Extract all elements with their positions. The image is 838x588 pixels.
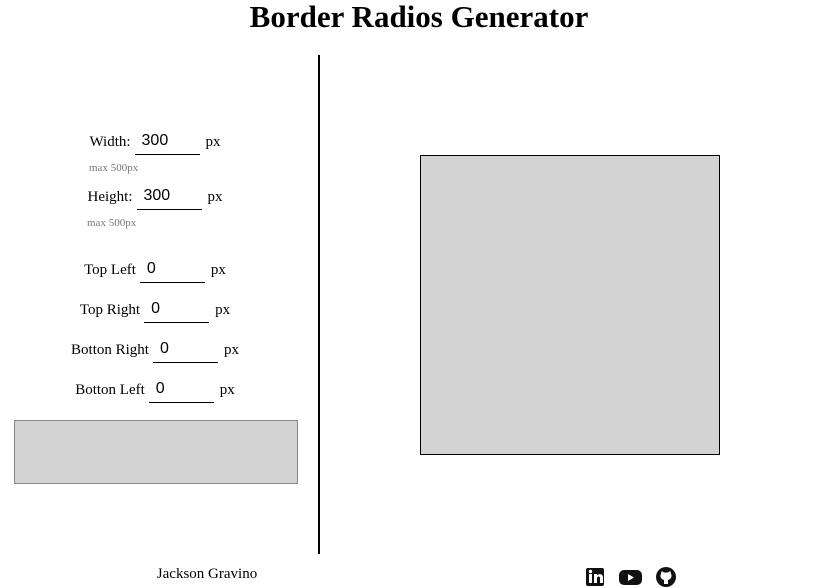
field-unit: px xyxy=(223,341,239,358)
field-hint: max 500px xyxy=(87,217,137,229)
field-row: Top Left 0 px xyxy=(0,258,310,283)
field-unit: px xyxy=(210,261,226,278)
field-unit: px xyxy=(219,381,235,398)
field-row: Top Right 0 px xyxy=(0,298,310,323)
field-label: Width: xyxy=(89,133,131,150)
title: Border Radios Generator xyxy=(249,0,589,34)
field-label: Botton Right xyxy=(71,341,149,358)
field-row: Width: 300 px xyxy=(0,130,310,155)
field-input[interactable]: 0 xyxy=(148,378,214,403)
css-output xyxy=(14,420,298,484)
preview-box xyxy=(420,155,720,455)
field-label: Top Left xyxy=(84,261,136,278)
field-label: Height: xyxy=(87,188,133,205)
divider xyxy=(318,55,320,554)
field-input[interactable]: 0 xyxy=(152,338,218,363)
linkedin-icon[interactable] xyxy=(586,568,604,586)
field-input[interactable]: 0 xyxy=(139,258,205,283)
social-icons xyxy=(586,567,676,587)
field-label: Top Right xyxy=(79,301,141,318)
github-icon[interactable] xyxy=(656,567,676,587)
field-label: Botton Left xyxy=(75,381,145,398)
field-row: Height: 300 px xyxy=(0,185,310,210)
field-input[interactable]: 0 xyxy=(144,298,210,323)
field-row: Botton Left 0 px xyxy=(0,378,310,403)
field-input[interactable]: 300 xyxy=(134,130,200,155)
youtube-icon[interactable] xyxy=(619,570,642,585)
field-unit: px xyxy=(207,188,223,205)
field-input[interactable]: 300 xyxy=(136,185,202,210)
field-row: Botton Right 0 px xyxy=(0,338,310,363)
author: Jackson Gravino xyxy=(156,566,258,582)
field-unit: px xyxy=(215,301,231,318)
field-hint: max 500px xyxy=(89,162,139,174)
field-unit: px xyxy=(205,133,221,150)
